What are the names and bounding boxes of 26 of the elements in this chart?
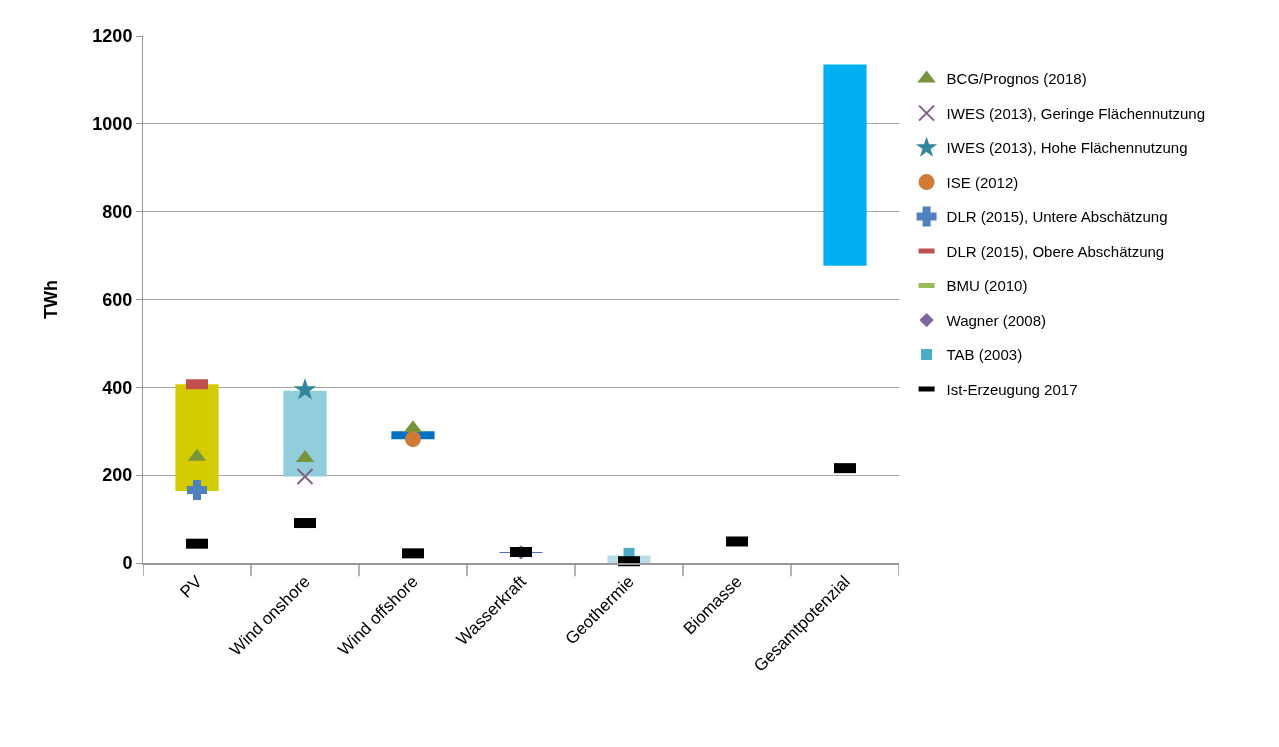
legend-label: DLR (2015), Obere Abschätzung <box>946 242 1165 260</box>
y-tick-label: 0 <box>122 553 133 574</box>
legend-label: Wagner (2008) <box>946 311 1047 329</box>
legend-label: ISE (2012) <box>946 173 1019 191</box>
legend-label: TAB (2003) <box>946 346 1023 364</box>
point <box>296 467 314 485</box>
legend-label: DLR (2015), Untere Abschätzung <box>946 208 1168 226</box>
bar <box>283 390 327 477</box>
legend-label: Ist-Erzeugung 2017 <box>946 380 1078 398</box>
y-tick-label: 1000 <box>92 114 133 135</box>
legend-label: BCG/Prognos (2018) <box>946 70 1087 88</box>
y-axis-title: TWh <box>40 280 61 319</box>
bar <box>175 384 219 491</box>
y-tick-label: 200 <box>102 465 133 486</box>
legend-label: IWES (2013), Geringe Flächennutzung <box>946 104 1206 122</box>
y-tick-label: 600 <box>102 289 133 310</box>
legend-label: BMU (2010) <box>946 277 1028 295</box>
y-tick-label: 1200 <box>92 26 133 47</box>
y-tick-label: 800 <box>102 201 133 222</box>
point <box>405 431 421 448</box>
point <box>187 480 207 501</box>
x-tick-label: PV <box>176 571 207 602</box>
legend-label: IWES (2013), Hohe Flächennutzung <box>946 139 1188 157</box>
point <box>293 378 317 400</box>
bar <box>823 64 867 266</box>
y-tick-label: 400 <box>102 377 133 398</box>
